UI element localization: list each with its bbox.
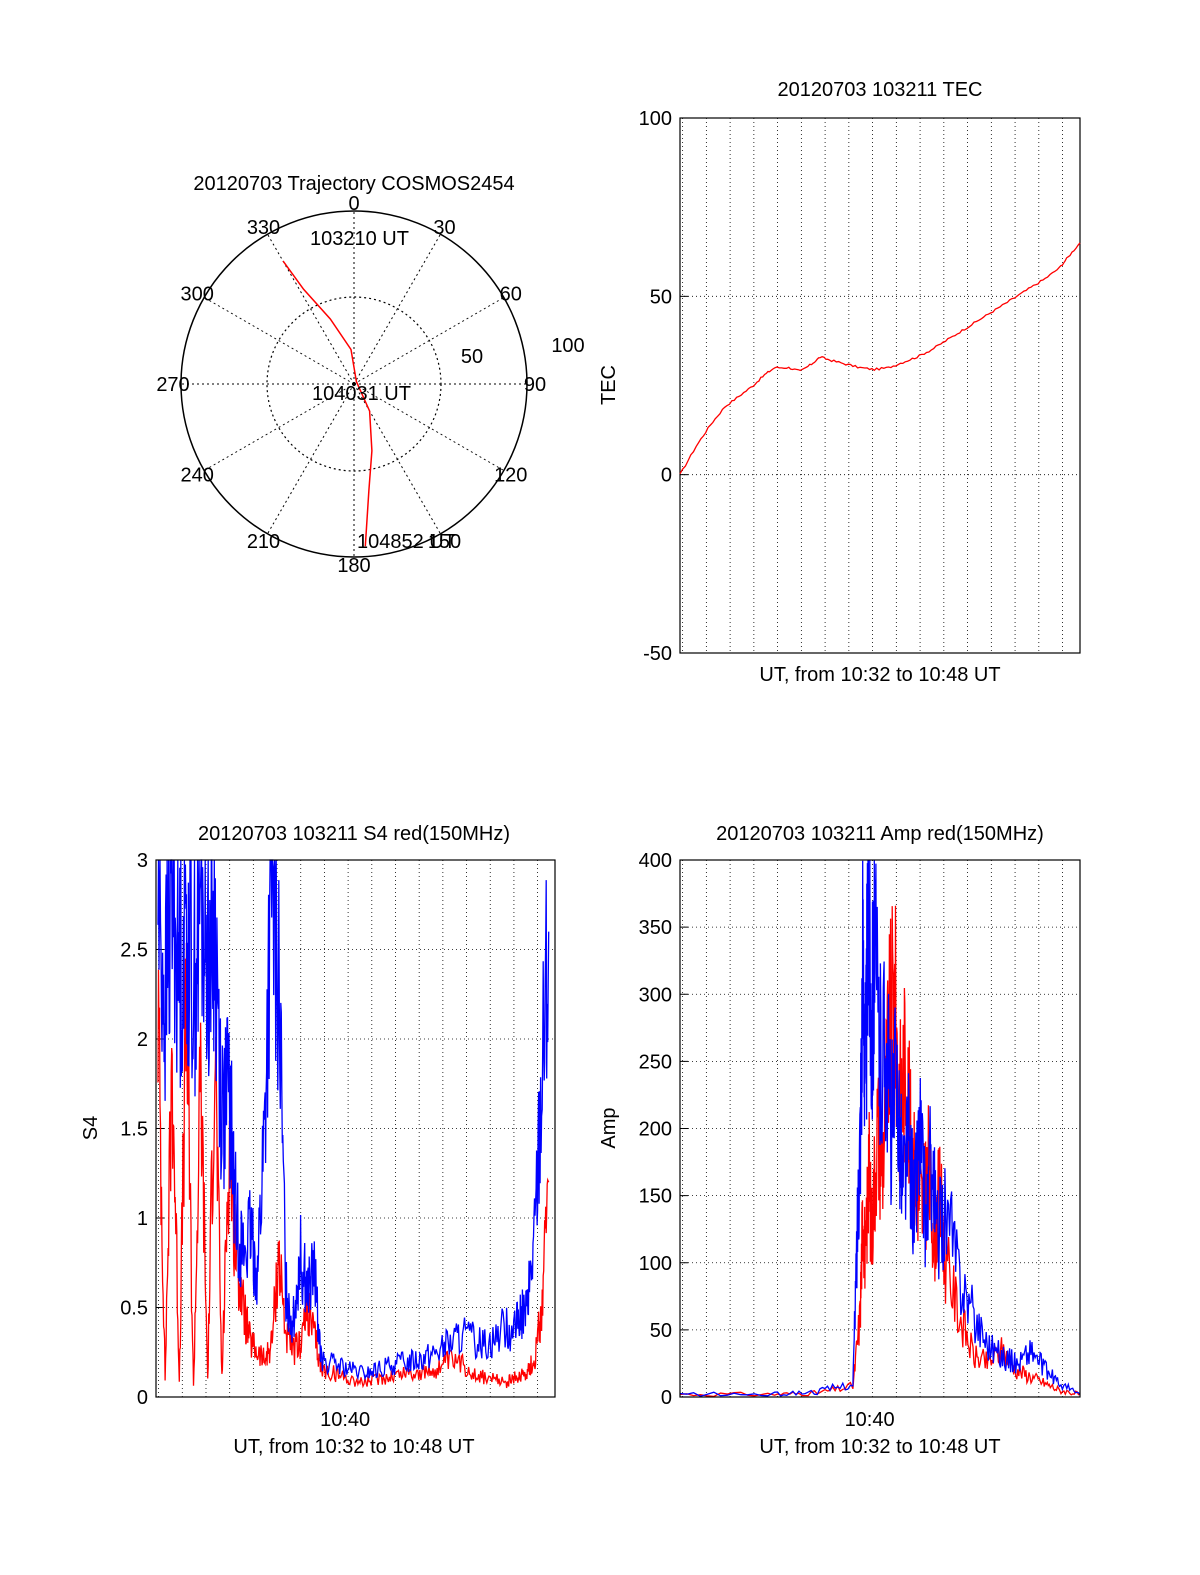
track-end-label: 104852 UT xyxy=(357,531,456,553)
s4-x-axis-label: UT, from 10:32 to 10:48 UT xyxy=(233,1436,474,1458)
satellite-track-line xyxy=(282,260,373,547)
s4-panel: 20120703 103211 S4 red(150MHz) 0 0.5 1 1.5 2… xyxy=(80,823,556,1458)
trajectory-title: 20120703 Trajectory COSMOS2454 xyxy=(193,173,514,195)
polar-angle-label-0: 0 xyxy=(348,193,359,215)
amp-ytick-label-6: 300 xyxy=(639,984,672,1006)
polar-spoke-60 xyxy=(353,297,505,385)
s4-ytick-label-5: 2.5 xyxy=(120,940,148,962)
s4-title: 20120703 103211 S4 red(150MHz) xyxy=(198,823,510,845)
amp-ytick-label-5: 250 xyxy=(639,1051,672,1073)
polar-spoke-330 xyxy=(267,233,355,385)
s4-x-tick-label: 10:40 xyxy=(320,1409,370,1431)
polar-spoke-210 xyxy=(267,383,355,535)
tec-ytick-label-3: 100 xyxy=(639,108,672,130)
polar-angle-label-30: 30 xyxy=(433,217,455,239)
amp-ytick-label-1: 50 xyxy=(650,1320,672,1342)
tec-panel: 20120703 103211 TEC -50 0 50 100 UT, from 1… xyxy=(598,79,1081,686)
polar-outer-circle xyxy=(180,210,528,558)
polar-angle-label-300: 300 xyxy=(181,284,214,306)
s4-series-blue xyxy=(157,859,550,1381)
tec-title: 20120703 103211 TEC xyxy=(778,79,983,101)
amp-ytick-label-0: 0 xyxy=(661,1387,672,1409)
s4-plot-frame xyxy=(155,859,556,1398)
polar-angle-label-120: 120 xyxy=(494,465,527,487)
s4-y-ticks: 0 0.5 1 1.5 2 2.5 3 xyxy=(120,850,164,1409)
polar-spoke-120 xyxy=(353,383,505,471)
s4-ytick-label-1: 0.5 xyxy=(120,1298,148,1320)
tec-plot-frame xyxy=(679,117,1081,654)
track-start-label: 103210 UT xyxy=(310,228,409,250)
polar-angle-label-90: 90 xyxy=(524,374,546,396)
polar-radial-label-50: 50 xyxy=(461,346,483,368)
polar-angle-label-210: 210 xyxy=(247,531,280,553)
s4-ytick-label-3: 1.5 xyxy=(120,1119,148,1141)
amp-ytick-label-2: 100 xyxy=(639,1253,672,1275)
amp-title: 20120703 103211 Amp red(150MHz) xyxy=(716,823,1044,845)
tec-gridlines xyxy=(680,118,1080,653)
polar-angle-label-240: 240 xyxy=(181,465,214,487)
tec-x-axis-label: UT, from 10:32 to 10:48 UT xyxy=(759,664,1000,686)
amp-ytick-label-7: 350 xyxy=(639,917,672,939)
s4-ytick-label-4: 2 xyxy=(137,1029,148,1051)
polar-angle-label-150: 150 xyxy=(428,531,461,553)
polar-spoke-150 xyxy=(353,383,441,535)
trajectory-polar-plot: 20120703 Trajectory COSMOS2454 0 30 60 90 12… xyxy=(156,173,584,577)
tec-ytick-label-0: -50 xyxy=(643,643,672,665)
amp-plot-frame xyxy=(679,859,1081,1398)
s4-ytick-label-6: 3 xyxy=(137,850,148,872)
amp-panel: 20120703 103211 Amp red(150MHz) 0 50 100 15… xyxy=(598,823,1081,1458)
amp-x-axis-label: UT, from 10:32 to 10:48 UT xyxy=(759,1436,1000,1458)
polar-radial-label-100: 100 xyxy=(551,335,584,357)
tec-ytick-label-2: 50 xyxy=(650,286,672,308)
tec-y-axis-label: TEC xyxy=(598,365,620,405)
polar-spoke-240 xyxy=(203,383,355,471)
track-mid-label: 104031 UT xyxy=(312,383,411,405)
polar-spoke-300 xyxy=(203,297,355,385)
amp-y-axis-label: Amp xyxy=(598,1107,620,1148)
amp-ytick-label-8: 400 xyxy=(639,850,672,872)
amp-ytick-label-3: 150 xyxy=(639,1186,672,1208)
polar-angle-label-330: 330 xyxy=(247,217,280,239)
tec-ytick-label-1: 0 xyxy=(661,465,672,487)
polar-spoke-30 xyxy=(353,233,441,385)
amp-y-ticks: 0 50 100 150 200 250 300 350 400 xyxy=(639,850,688,1409)
amp-x-tick-label: 10:40 xyxy=(845,1409,895,1431)
s4-ytick-label-2: 1 xyxy=(137,1208,148,1230)
polar-angle-label-270: 270 xyxy=(156,374,189,396)
amp-ytick-label-4: 200 xyxy=(639,1119,672,1141)
polar-angle-label-60: 60 xyxy=(500,284,522,306)
tec-series-red xyxy=(679,242,1081,475)
s4-y-axis-label: S4 xyxy=(80,1116,102,1140)
polar-spokes xyxy=(181,211,527,557)
polar-angle-labels: 0 30 60 90 120 150 180 210 240 270 300 330 xyxy=(156,193,546,577)
tec-y-ticks: -50 0 50 100 xyxy=(639,108,688,665)
polar-angle-label-180: 180 xyxy=(337,555,370,577)
s4-ytick-label-0: 0 xyxy=(137,1387,148,1409)
amp-series-blue xyxy=(679,859,1081,1397)
